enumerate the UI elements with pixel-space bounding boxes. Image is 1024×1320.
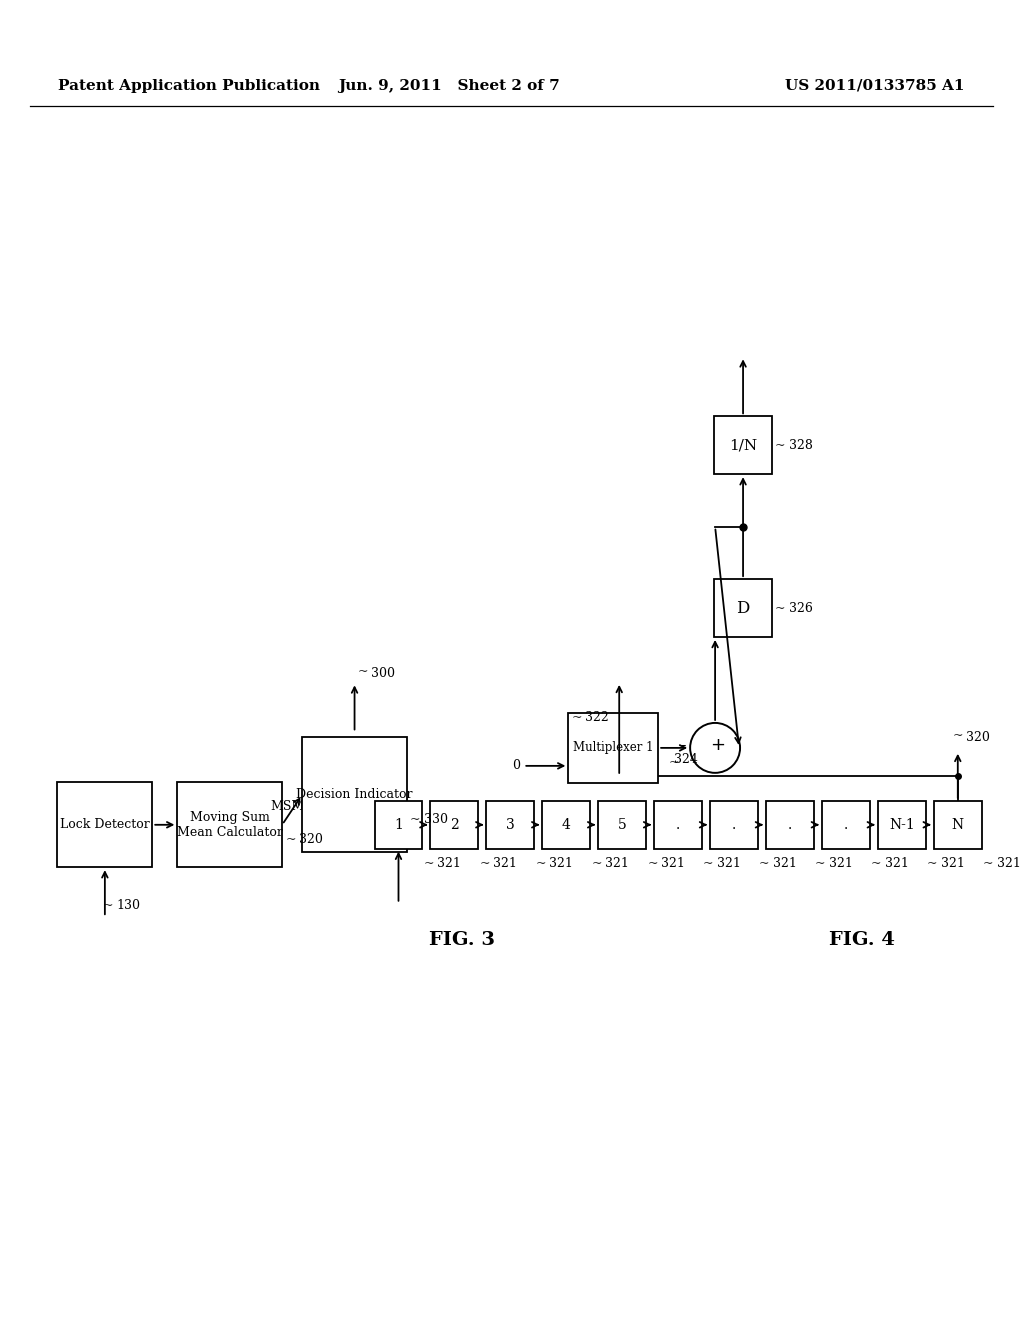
Text: 321: 321 bbox=[941, 857, 965, 870]
Text: ~: ~ bbox=[102, 899, 114, 912]
Text: ~: ~ bbox=[870, 857, 882, 870]
Bar bbox=[486, 801, 535, 849]
Text: 321: 321 bbox=[996, 857, 1021, 870]
Text: 1: 1 bbox=[394, 818, 402, 832]
Text: 300: 300 bbox=[371, 668, 394, 681]
Text: Patent Application Publication: Patent Application Publication bbox=[58, 79, 319, 92]
Bar bbox=[710, 801, 758, 849]
Text: ~: ~ bbox=[479, 857, 489, 870]
Text: 321: 321 bbox=[494, 857, 517, 870]
Text: D: D bbox=[736, 599, 750, 616]
Bar bbox=[375, 801, 423, 849]
Text: 324: 324 bbox=[674, 752, 698, 766]
Text: +: + bbox=[711, 735, 726, 754]
Text: ~: ~ bbox=[669, 756, 679, 768]
Text: 3: 3 bbox=[506, 818, 515, 832]
Text: 5: 5 bbox=[617, 818, 627, 832]
Text: ~: ~ bbox=[591, 857, 602, 870]
Text: ~: ~ bbox=[759, 857, 770, 870]
Text: 321: 321 bbox=[437, 857, 462, 870]
Text: ~: ~ bbox=[410, 813, 421, 826]
Text: .: . bbox=[787, 818, 793, 832]
Text: -: - bbox=[681, 738, 686, 752]
Bar bbox=[543, 801, 590, 849]
Text: 0: 0 bbox=[512, 759, 520, 772]
Text: 321: 321 bbox=[717, 857, 741, 870]
Bar bbox=[430, 801, 478, 849]
Text: 328: 328 bbox=[790, 438, 813, 451]
Text: N: N bbox=[951, 818, 964, 832]
Text: ~: ~ bbox=[775, 438, 785, 451]
Bar bbox=[934, 801, 982, 849]
Text: Mean Calculator: Mean Calculator bbox=[177, 826, 283, 840]
Text: 2: 2 bbox=[451, 818, 459, 832]
Text: 321: 321 bbox=[829, 857, 853, 870]
Text: FIG. 3: FIG. 3 bbox=[429, 931, 496, 949]
Text: 321: 321 bbox=[773, 857, 797, 870]
Text: 326: 326 bbox=[790, 602, 813, 615]
Bar bbox=[822, 801, 870, 849]
Text: 1/N: 1/N bbox=[729, 438, 757, 453]
Text: Multiplexer 1: Multiplexer 1 bbox=[573, 742, 653, 755]
Text: 321: 321 bbox=[549, 857, 573, 870]
Text: 320: 320 bbox=[966, 731, 989, 744]
Text: ~: ~ bbox=[647, 857, 657, 870]
Text: MSMC: MSMC bbox=[270, 800, 314, 813]
Text: 321: 321 bbox=[605, 857, 629, 870]
Text: Lock Detector: Lock Detector bbox=[60, 818, 150, 832]
Text: ~: ~ bbox=[927, 857, 937, 870]
Text: .: . bbox=[732, 818, 736, 832]
Text: ~: ~ bbox=[571, 711, 582, 725]
Text: .: . bbox=[844, 818, 848, 832]
Text: ~: ~ bbox=[285, 833, 296, 846]
Text: N-1: N-1 bbox=[889, 818, 914, 832]
Text: ~: ~ bbox=[357, 665, 368, 678]
Bar bbox=[177, 783, 283, 867]
Bar bbox=[714, 416, 772, 474]
Bar bbox=[302, 738, 407, 853]
Text: 4: 4 bbox=[562, 818, 570, 832]
Text: ~: ~ bbox=[952, 729, 964, 742]
Text: Jun. 9, 2011   Sheet 2 of 7: Jun. 9, 2011 Sheet 2 of 7 bbox=[339, 79, 560, 92]
Text: 322: 322 bbox=[586, 711, 609, 725]
Text: 321: 321 bbox=[885, 857, 908, 870]
Text: ~: ~ bbox=[424, 857, 434, 870]
Bar bbox=[654, 801, 702, 849]
Bar bbox=[714, 579, 772, 638]
Bar bbox=[57, 783, 153, 867]
Text: FIG. 4: FIG. 4 bbox=[829, 931, 895, 949]
Bar bbox=[878, 801, 926, 849]
Text: ~: ~ bbox=[983, 857, 993, 870]
Text: Moving Sum: Moving Sum bbox=[189, 812, 269, 824]
Text: ~: ~ bbox=[815, 857, 825, 870]
Bar bbox=[766, 801, 814, 849]
Text: ~: ~ bbox=[775, 602, 785, 615]
Text: 330: 330 bbox=[424, 813, 447, 826]
Text: Decision Indicator: Decision Indicator bbox=[296, 788, 413, 801]
Text: 320: 320 bbox=[299, 833, 323, 846]
Text: ~: ~ bbox=[703, 857, 714, 870]
Text: 321: 321 bbox=[662, 857, 685, 870]
Text: US 2011/0133785 A1: US 2011/0133785 A1 bbox=[785, 79, 965, 92]
Text: ~: ~ bbox=[536, 857, 546, 870]
Bar bbox=[568, 713, 658, 783]
Text: 130: 130 bbox=[117, 899, 141, 912]
Bar bbox=[598, 801, 646, 849]
Text: .: . bbox=[676, 818, 680, 832]
